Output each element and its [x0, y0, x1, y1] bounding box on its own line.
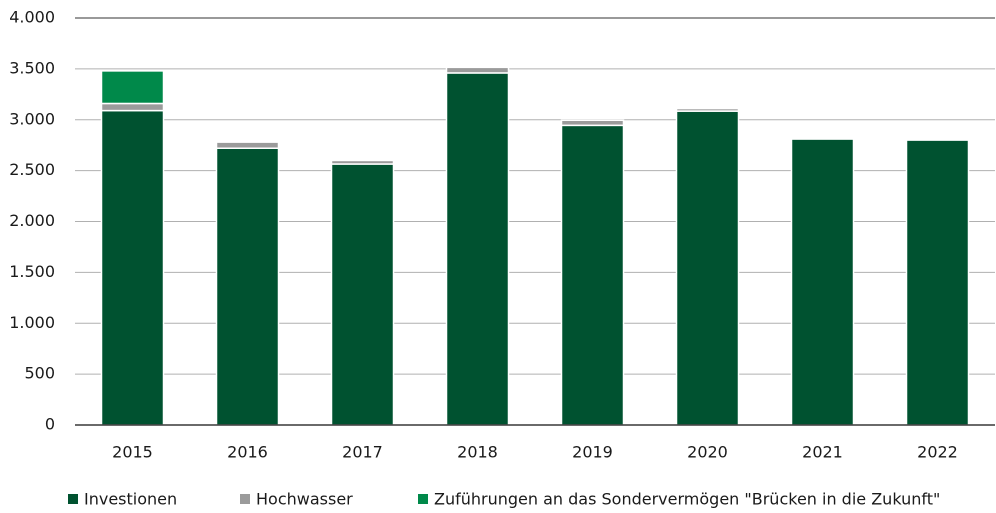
bar-segment — [790, 138, 855, 426]
bar-segment — [675, 107, 740, 112]
x-tick-label: 2019 — [572, 443, 613, 462]
bar-segment — [445, 66, 510, 74]
y-tick-label: 2.000 — [9, 211, 55, 230]
x-tick-label: 2021 — [802, 443, 843, 462]
y-tick-label: 500 — [24, 364, 55, 383]
bar-segment — [560, 124, 625, 426]
bar-segment — [330, 159, 395, 165]
bar-segment — [905, 139, 970, 426]
y-tick-label: 4.000 — [9, 8, 55, 27]
bar-segment — [330, 163, 395, 426]
bar-segment — [100, 109, 165, 426]
legend-label: Hochwasser — [256, 490, 353, 509]
legend-label: Investionen — [84, 490, 177, 509]
bar-segment — [215, 147, 280, 426]
legend-label: Zuführungen an das Sondervermögen "Brück… — [434, 490, 940, 509]
bar-segment — [675, 110, 740, 426]
y-tick-label: 2.500 — [9, 160, 55, 179]
bar-segment — [100, 102, 165, 112]
bar-segment — [215, 141, 280, 149]
x-tick-label: 2016 — [227, 443, 268, 462]
y-tick-label: 1.000 — [9, 313, 55, 332]
legend-swatch — [418, 494, 428, 504]
x-tick-label: 2017 — [342, 443, 383, 462]
x-tick-label: 2015 — [112, 443, 153, 462]
bar-segment — [445, 72, 510, 426]
legend-swatch — [68, 494, 78, 504]
legend-swatch — [240, 494, 250, 504]
y-tick-label: 3.500 — [9, 58, 55, 77]
x-tick-label: 2020 — [687, 443, 728, 462]
y-tick-label: 1.500 — [9, 262, 55, 281]
x-tick-label: 2022 — [917, 443, 958, 462]
bar-segment — [560, 119, 625, 127]
y-tick-label: 0 — [45, 415, 55, 434]
bar-segment — [100, 70, 165, 105]
y-tick-label: 3.000 — [9, 109, 55, 128]
x-tick-label: 2018 — [457, 443, 498, 462]
